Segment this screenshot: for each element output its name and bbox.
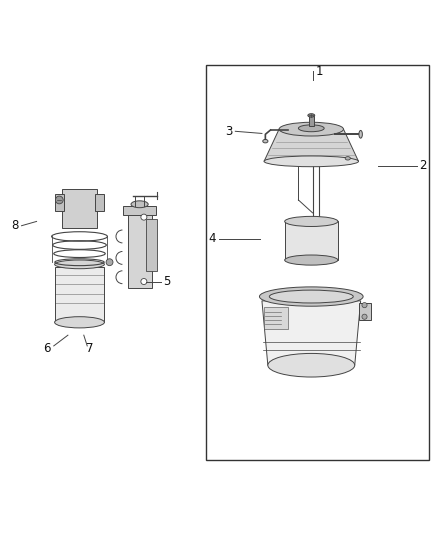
Ellipse shape xyxy=(55,260,104,269)
Ellipse shape xyxy=(264,156,358,167)
Text: 7: 7 xyxy=(85,342,93,354)
Ellipse shape xyxy=(285,216,338,227)
Bar xyxy=(146,219,157,271)
Text: 6: 6 xyxy=(43,342,51,354)
Text: 8: 8 xyxy=(11,219,19,232)
Text: 5: 5 xyxy=(163,275,170,288)
Bar xyxy=(309,116,314,126)
Text: 2: 2 xyxy=(419,159,427,172)
Ellipse shape xyxy=(263,140,268,143)
Text: 3: 3 xyxy=(225,125,232,138)
Bar xyxy=(55,266,104,322)
Polygon shape xyxy=(262,301,360,365)
Text: 1: 1 xyxy=(316,64,324,78)
Ellipse shape xyxy=(311,222,320,225)
Circle shape xyxy=(362,314,367,319)
Ellipse shape xyxy=(268,353,355,377)
Bar xyxy=(127,206,152,288)
Ellipse shape xyxy=(298,125,324,132)
Ellipse shape xyxy=(345,157,350,160)
Ellipse shape xyxy=(285,255,338,265)
Ellipse shape xyxy=(131,201,148,208)
Ellipse shape xyxy=(359,131,362,138)
Bar xyxy=(55,193,64,211)
Bar xyxy=(123,206,156,215)
Ellipse shape xyxy=(269,290,353,303)
Text: 4: 4 xyxy=(209,232,216,245)
Circle shape xyxy=(56,196,63,204)
Circle shape xyxy=(362,303,367,308)
Ellipse shape xyxy=(55,317,104,328)
Ellipse shape xyxy=(308,114,315,117)
Bar xyxy=(358,303,371,320)
Bar xyxy=(62,189,97,228)
Bar xyxy=(285,221,338,260)
Bar xyxy=(95,193,104,211)
Ellipse shape xyxy=(279,122,343,136)
Circle shape xyxy=(141,279,147,285)
Polygon shape xyxy=(264,129,358,161)
Ellipse shape xyxy=(259,287,363,306)
Bar xyxy=(206,64,429,459)
Circle shape xyxy=(106,259,113,265)
Bar xyxy=(264,308,288,329)
Circle shape xyxy=(141,214,147,220)
